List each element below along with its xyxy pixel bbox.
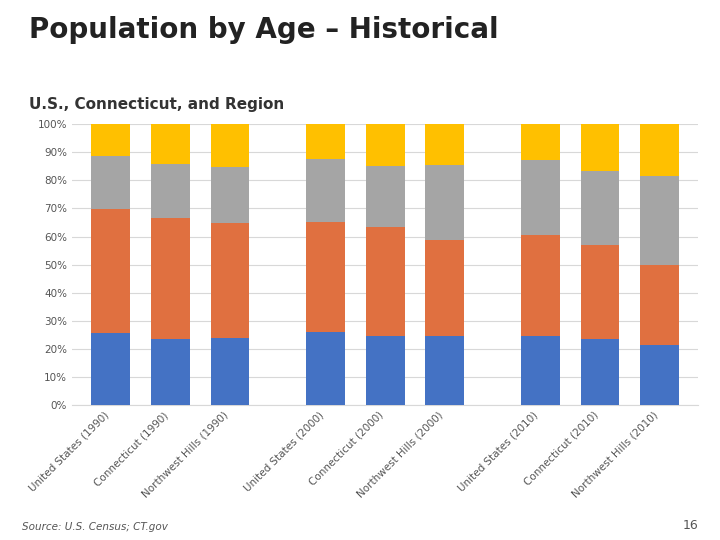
Bar (580, 245, 619, 339)
Bar (521, 160, 559, 234)
Bar (306, 124, 345, 159)
Bar (306, 221, 345, 332)
Bar (640, 345, 679, 405)
Text: 16: 16 (683, 519, 698, 532)
Bar (426, 240, 464, 336)
Bar (306, 332, 345, 405)
Bar (366, 227, 405, 336)
Text: Source: U.S. Census; CT.gov: Source: U.S. Census; CT.gov (22, 522, 168, 532)
Bar (306, 159, 345, 221)
Bar (151, 164, 190, 218)
Bar (211, 338, 249, 405)
Bar (91, 124, 130, 156)
Bar (521, 124, 559, 160)
Bar (640, 176, 679, 265)
Bar (580, 171, 619, 245)
Text: Population by Age – Historical: Population by Age – Historical (29, 16, 498, 44)
Bar (580, 124, 619, 171)
Text: U.S., Connecticut, and Region: U.S., Connecticut, and Region (29, 97, 284, 112)
Bar (211, 124, 249, 167)
Bar (91, 333, 130, 405)
Bar (91, 209, 130, 333)
Bar (580, 339, 619, 405)
Bar (640, 265, 679, 345)
Bar (640, 124, 679, 176)
Bar (521, 234, 559, 336)
Bar (426, 124, 464, 165)
Bar (426, 165, 464, 240)
Bar (366, 336, 405, 405)
Bar (151, 218, 190, 339)
Bar (151, 124, 190, 164)
Bar (151, 339, 190, 405)
Bar (211, 223, 249, 338)
Bar (91, 156, 130, 209)
Bar (366, 124, 405, 166)
Bar (211, 167, 249, 223)
Bar (426, 336, 464, 405)
Bar (366, 166, 405, 227)
Bar (521, 336, 559, 405)
